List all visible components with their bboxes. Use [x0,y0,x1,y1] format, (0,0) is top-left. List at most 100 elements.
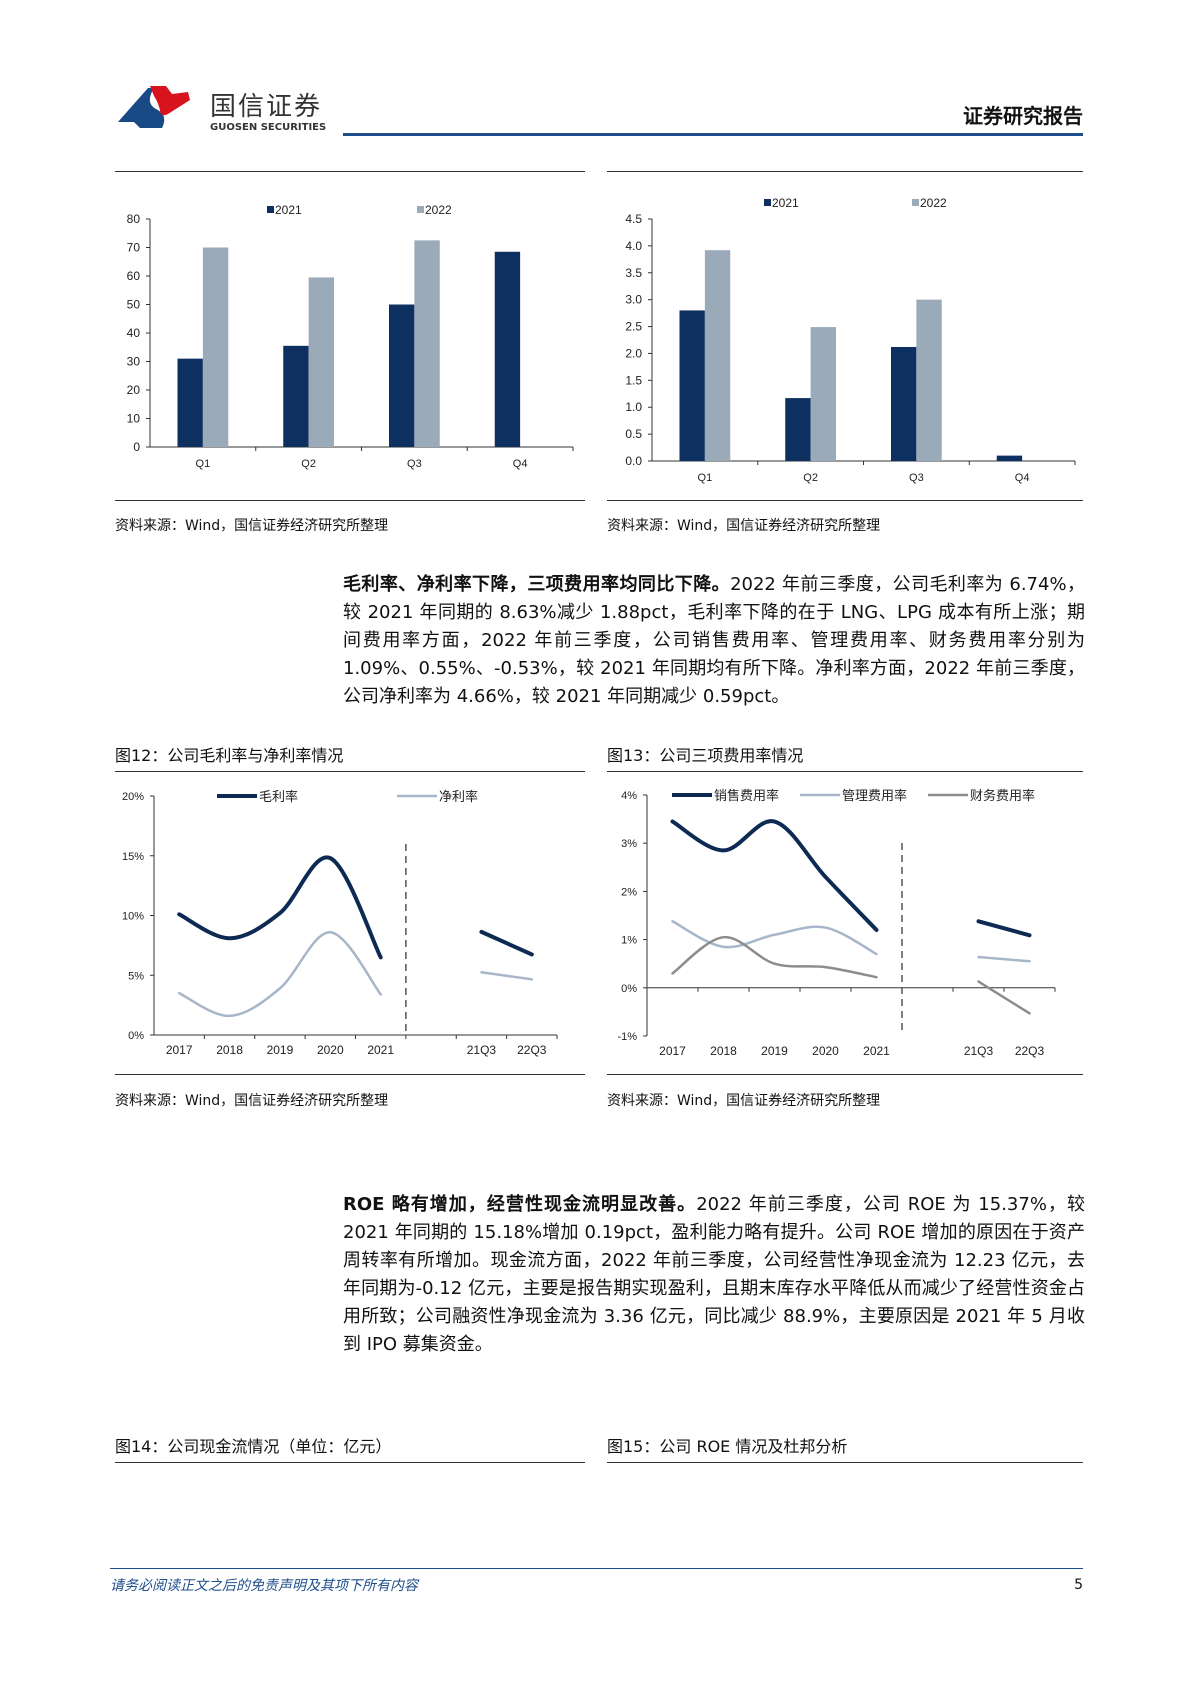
chart-top-rule-left [115,171,585,172]
source-note: 资料来源：Wind，国信证券经济研究所整理 [607,518,881,534]
y-tick-label: 2.0 [625,346,642,360]
line-销售费用率-q3 [976,919,1032,938]
legend-label: 净利率 [439,789,478,804]
bar-2021-Q3 [890,346,917,461]
guosen-logo [118,86,190,128]
x-tick-label: 21Q3 [467,1043,497,1057]
bar-2021-Q3 [388,304,415,447]
y-tick-label: 1% [621,935,637,947]
revenue-bar-chart: 0 10 20 30 40 50 60 70 80 Q1 Q2 Q3 Q4 2021 2022 [127,203,574,470]
y-tick-label: 2.5 [625,320,642,334]
paragraph-body: 2022 年前三季度，公司 ROE 为 15.37%，较 2021 年同期的 1… [343,1194,1085,1355]
line-销售费用率-annual [670,819,879,932]
y-tick-label: 1.0 [625,400,642,414]
figure-13-title: 图13：公司三项费用率情况 [607,746,804,765]
chart-bottom-rule-right [607,500,1083,501]
legend-label: 2021 [275,203,302,217]
y-tick-label: -1% [617,1031,637,1043]
y-tick-label: 0% [621,983,637,995]
figure-rule [115,771,585,772]
legend-label: 2022 [920,196,947,210]
y-tick-label: 3% [621,838,637,850]
x-tick-label: Q3 [407,458,422,470]
footer-rule [110,1568,1083,1569]
bar-2022-Q2 [810,327,837,461]
y-tick-label: 0.0 [625,454,642,468]
figure-12-title: 图12：公司毛利率与净利率情况 [115,746,344,765]
y-tick-label: 50 [127,298,141,312]
x-tick-label: Q4 [1015,472,1030,484]
x-tick-label: Q3 [909,472,924,484]
line-净利率-annual [177,930,382,1018]
bar-2021-Q1 [177,358,203,447]
legend-label: 毛利率 [259,789,298,804]
legend-swatch [912,199,919,206]
y-tick-label: 0 [133,440,140,454]
y-tick-label: 20 [127,383,141,397]
y-tick-label: 3.0 [625,293,642,307]
figure-rule [115,1462,585,1463]
line-管理费用率-annual [671,920,878,956]
x-tick-label: 2019 [761,1044,788,1058]
y-tick-label: 60 [127,269,141,283]
header-rule [343,133,1083,136]
paragraph-lead: 毛利率、净利率下降，三项费用率均同比下降。 [343,574,731,595]
bar-2021-Q2 [283,345,309,447]
figure-rule [607,771,1083,772]
x-tick-label: 2020 [317,1043,344,1057]
bar-2022-Q2 [308,277,335,447]
figure-rule [115,1074,585,1075]
paragraph-margins: 毛利率、净利率下降，三项费用率均同比下降。2022 年前三季度，公司毛利率为 6… [343,571,1085,711]
y-tick-label: 4.5 [625,212,642,226]
legend-label: 2022 [425,203,452,217]
logo-text-cn: 国信证券 [210,92,323,122]
source-note: 资料来源：Wind，国信证券经济研究所整理 [115,1093,389,1109]
line-管理费用率-q3 [977,955,1031,963]
legend-label: 管理费用率 [842,788,907,803]
line-财务费用率-annual [671,935,878,979]
x-tick-label: 2020 [812,1044,839,1058]
x-tick-label: 2021 [367,1043,394,1057]
chart-top-rule-right [607,171,1083,172]
x-tick-label: 2019 [267,1043,294,1057]
x-tick-label: Q4 [513,458,528,470]
bar-2022-Q1 [704,250,731,461]
line-财务费用率-q3 [977,980,1031,1015]
y-tick-label: 15% [122,851,144,863]
line-毛利率-annual [177,855,383,960]
source-note: 资料来源：Wind，国信证券经济研究所整理 [115,518,389,534]
bar-2021-Q2 [785,398,811,461]
source-note: 资料来源：Wind，国信证券经济研究所整理 [607,1093,881,1109]
y-tick-label: 4.0 [625,239,642,253]
y-tick-label: 0.5 [625,427,642,441]
x-tick-label: Q1 [196,458,211,470]
legend-swatch [267,206,274,213]
footer-disclaimer: 请务必阅读正文之后的免责声明及其项下所有内容 [110,1578,418,1594]
x-tick-label: 2017 [659,1044,686,1058]
y-tick-label: 5% [128,970,144,982]
figure-rule [607,1462,1083,1463]
y-tick-label: 20% [122,791,144,803]
legend-label: 销售费用率 [714,788,779,803]
legend-label: 2021 [772,196,799,210]
paragraph-roe: ROE 略有增加，经营性现金流明显改善。2022 年前三季度，公司 ROE 为 … [343,1191,1085,1359]
x-tick-label: 2018 [216,1043,243,1057]
x-tick-label: 2021 [863,1044,890,1058]
y-tick-label: 70 [127,241,141,255]
legend-swatch [764,199,771,206]
y-tick-label: 10% [122,911,144,923]
bar-2022-Q3 [414,240,440,447]
bar-2022-Q3 [916,299,942,461]
y-tick-label: 2% [621,886,637,898]
margin-line-chart: 0% 5% 10% 15% 20% 2017 2018 2019 2020 2021 21Q3 22Q… [122,789,558,1057]
page-number: 5 [1074,1577,1083,1593]
y-tick-label: 1.5 [625,373,642,387]
line-净利率-q3 [480,971,534,981]
line-毛利率-q3 [479,929,534,957]
chart-bottom-rule-left [115,500,585,501]
y-tick-label: 40 [127,326,141,340]
y-tick-label: 0% [128,1030,144,1042]
y-tick-label: 30 [127,355,141,369]
report-type: 证券研究报告 [963,104,1083,128]
paragraph-body: 2022 年前三季度，公司毛利率为 6.74%，较 2021 年同期的 8.63… [343,574,1085,707]
